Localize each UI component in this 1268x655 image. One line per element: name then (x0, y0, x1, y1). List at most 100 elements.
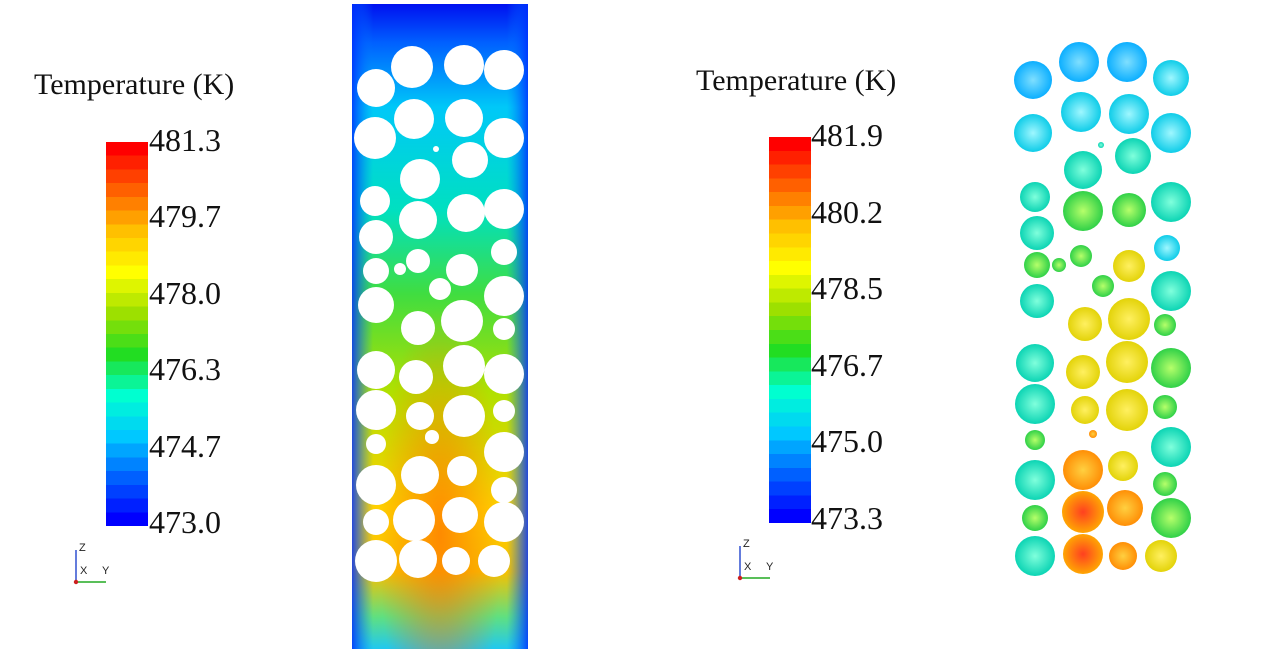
particle-void (360, 186, 390, 216)
colorbar-fluid (106, 142, 148, 526)
axis-z-label: Z (743, 538, 750, 550)
particle-void (356, 390, 396, 430)
particle (1151, 182, 1191, 222)
particle-void (406, 249, 430, 273)
particle-void (443, 395, 485, 437)
particle-void (355, 540, 397, 582)
particle (1115, 138, 1151, 174)
particle-temperature-contour (1014, 42, 1191, 576)
particle (1108, 451, 1138, 481)
particle-void (442, 497, 478, 533)
particle (1063, 534, 1103, 574)
particle-void (493, 400, 515, 422)
legend-title-solid: Temperature (K) (696, 64, 897, 97)
particle-void (363, 509, 389, 535)
particle-void (484, 502, 524, 542)
particle (1014, 61, 1052, 99)
tick-label: 478.0 (149, 275, 221, 311)
particle-void (391, 46, 433, 88)
particle-voids (354, 45, 524, 582)
tick-label: 476.7 (811, 347, 883, 383)
colorbar-solid (769, 137, 811, 523)
particle-void (447, 194, 485, 232)
particle-void (445, 99, 483, 137)
particle-void (394, 263, 406, 275)
particle-void (484, 276, 524, 316)
particle (1022, 505, 1048, 531)
particle-void (441, 300, 483, 342)
particle (1071, 396, 1099, 424)
particle (1107, 490, 1143, 526)
particle (1066, 355, 1100, 389)
particle (1063, 450, 1103, 490)
axis-triad-icon (737, 546, 770, 581)
particle-void (399, 201, 437, 239)
particle-void (406, 402, 434, 430)
tick-label: 473.0 (149, 504, 221, 540)
particle-void (484, 50, 524, 90)
particle-void (447, 456, 477, 486)
particle (1092, 275, 1114, 297)
particle-void (356, 465, 396, 505)
axis-z-label: Z (79, 542, 86, 554)
axis-triad-icon (73, 550, 106, 585)
particle-void (358, 287, 394, 323)
particle (1106, 341, 1148, 383)
tick-label: 481.3 (149, 122, 221, 158)
axis-x-label: X (744, 561, 752, 573)
particle-void (354, 117, 396, 159)
particle-void (478, 545, 510, 577)
particle (1151, 113, 1191, 153)
tick-label: 474.7 (149, 428, 221, 464)
particle (1154, 314, 1176, 336)
particle-void (484, 118, 524, 158)
tick-label: 480.2 (811, 194, 883, 230)
particle-void (484, 354, 524, 394)
particle-void (493, 318, 515, 340)
particle-void (491, 239, 517, 265)
particle-void (452, 142, 488, 178)
particle-void (484, 189, 524, 229)
particle-void (442, 547, 470, 575)
particle-void (401, 311, 435, 345)
fluid-temperature-contour (352, 4, 528, 649)
particle-void (366, 434, 386, 454)
particle (1109, 94, 1149, 134)
particle (1098, 142, 1104, 148)
particle (1015, 384, 1055, 424)
particle (1024, 252, 1050, 278)
particle (1025, 430, 1045, 450)
particle-void (446, 254, 478, 286)
tick-label: 475.0 (811, 423, 883, 459)
particle-void (359, 220, 393, 254)
particle-void (363, 258, 389, 284)
tick-label: 476.3 (149, 351, 221, 387)
particle (1061, 92, 1101, 132)
particle (1151, 427, 1191, 467)
particle (1020, 216, 1054, 250)
particle-void (433, 146, 439, 152)
particle (1089, 430, 1097, 438)
particle (1062, 491, 1104, 533)
particle-void (491, 477, 517, 503)
particle-void (425, 433, 435, 443)
particle (1154, 235, 1180, 261)
particles (1014, 42, 1191, 576)
particle (1113, 250, 1145, 282)
particle-void (443, 345, 485, 387)
particle (1108, 298, 1150, 340)
particle (1068, 307, 1102, 341)
tick-label: 473.3 (811, 500, 883, 536)
particle (1153, 472, 1177, 496)
particle-void (399, 360, 433, 394)
axis-triad-solid: Z X Y (734, 538, 774, 582)
particle-void (399, 540, 437, 578)
particle-void (393, 499, 435, 541)
particle-void (484, 432, 524, 472)
tick-label: 478.5 (811, 270, 883, 306)
particle (1151, 498, 1191, 538)
particle (1014, 114, 1052, 152)
axis-y-label: Y (766, 561, 774, 573)
particle (1109, 542, 1137, 570)
tick-label: 479.7 (149, 198, 221, 234)
